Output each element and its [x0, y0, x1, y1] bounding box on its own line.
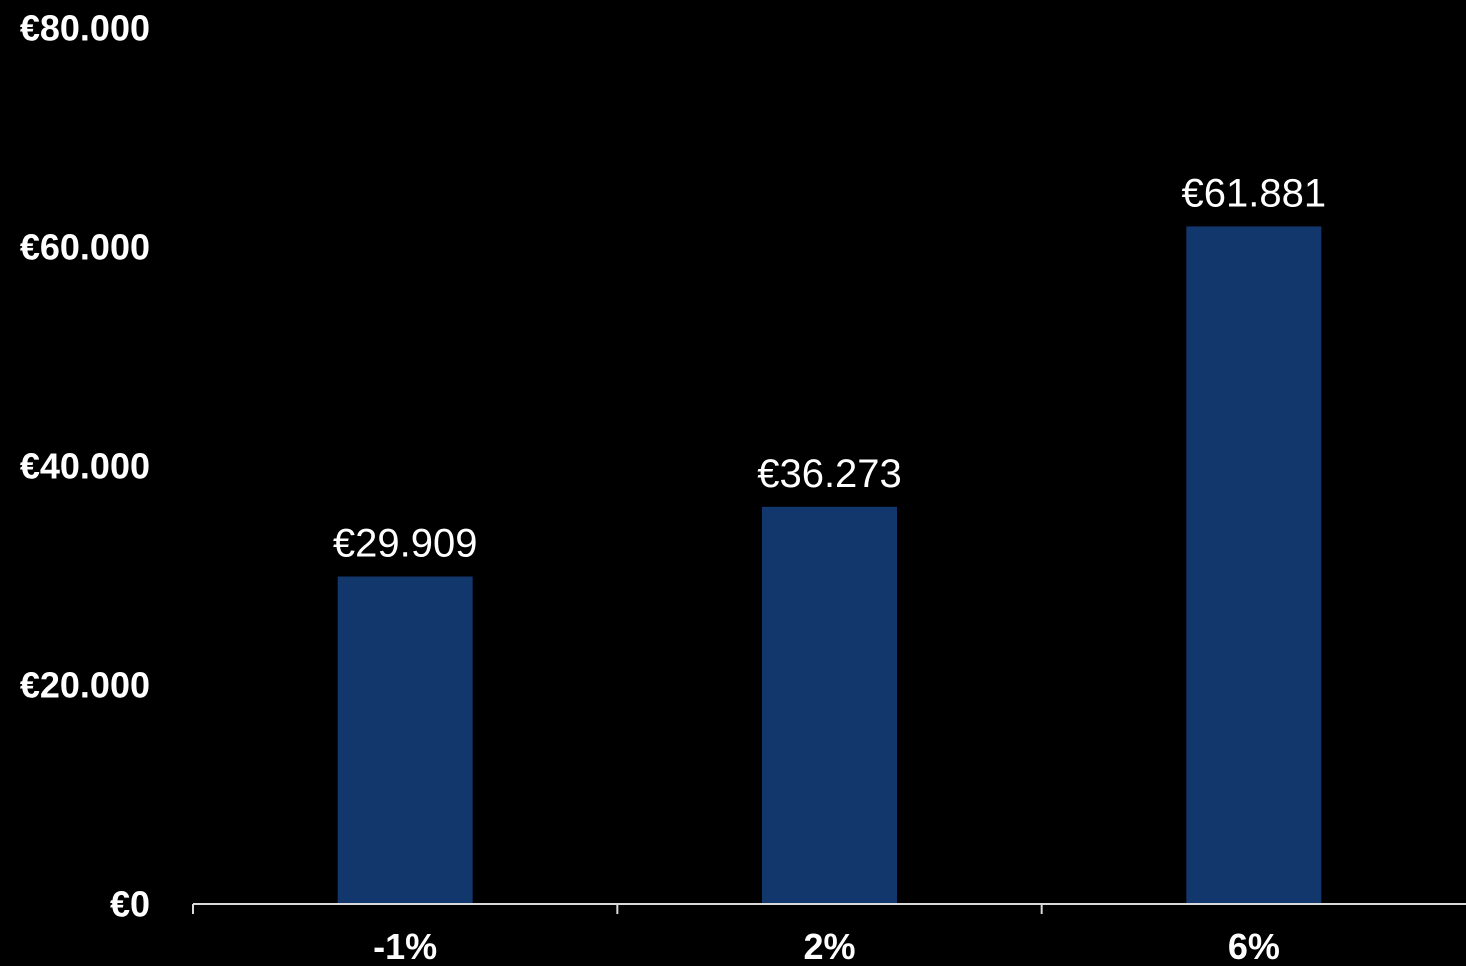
- bars: [337, 226, 1322, 904]
- bar: [337, 576, 473, 904]
- bar: [1186, 226, 1322, 904]
- y-tick-label: €60.000: [20, 227, 150, 268]
- data-labels: €29.909 €36.273 €61.881: [333, 171, 1326, 565]
- y-axis-tick-labels: €0 €20.000 €40.000 €60.000 €80.000: [20, 8, 150, 925]
- data-label: €29.909: [333, 521, 478, 565]
- x-axis-tick-labels: -1% 2% 6%: [373, 926, 1280, 966]
- y-tick-label: €20.000: [20, 665, 150, 706]
- x-tick-label: 2%: [803, 926, 855, 966]
- y-tick-label: €40.000: [20, 446, 150, 487]
- x-axis: [192, 903, 1466, 914]
- y-tick-label: €80.000: [20, 8, 150, 49]
- data-label: €36.273: [757, 452, 902, 496]
- x-tick-label: -1%: [373, 926, 437, 966]
- y-tick-label: €0: [110, 884, 150, 925]
- bar: [762, 506, 897, 904]
- data-label: €61.881: [1182, 171, 1327, 215]
- x-tick-label: 6%: [1228, 926, 1280, 966]
